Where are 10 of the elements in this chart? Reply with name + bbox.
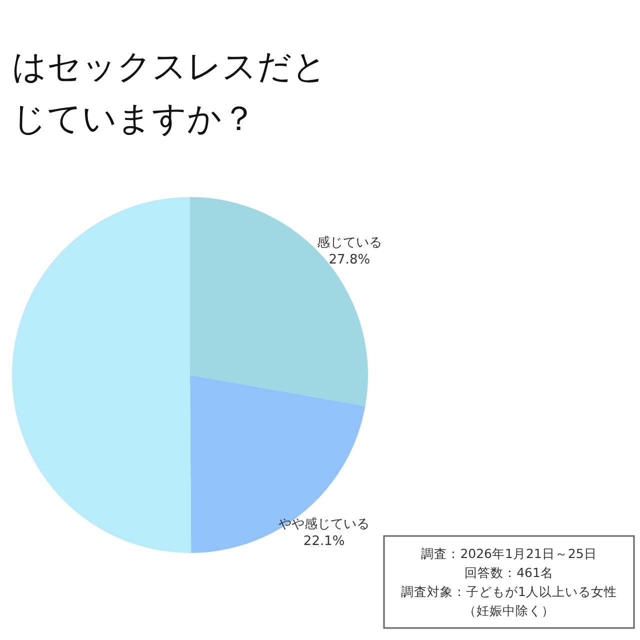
pie-slice — [190, 197, 368, 406]
text: 回答数：461名 — [464, 565, 554, 580]
text: （妊娠中除く） — [464, 603, 554, 618]
text: 調査：2026年1月21日～25日 — [421, 546, 597, 561]
data-label: 27.8% — [328, 252, 370, 268]
text: 調査対象：子どもが1人以上いる女性 — [401, 584, 617, 599]
slice-label: 感じている — [316, 236, 382, 251]
pie-slice — [12, 197, 192, 553]
chart-title: はセックスレスだとじていますか？ — [12, 47, 327, 139]
data-label: 22.1% — [303, 534, 345, 549]
